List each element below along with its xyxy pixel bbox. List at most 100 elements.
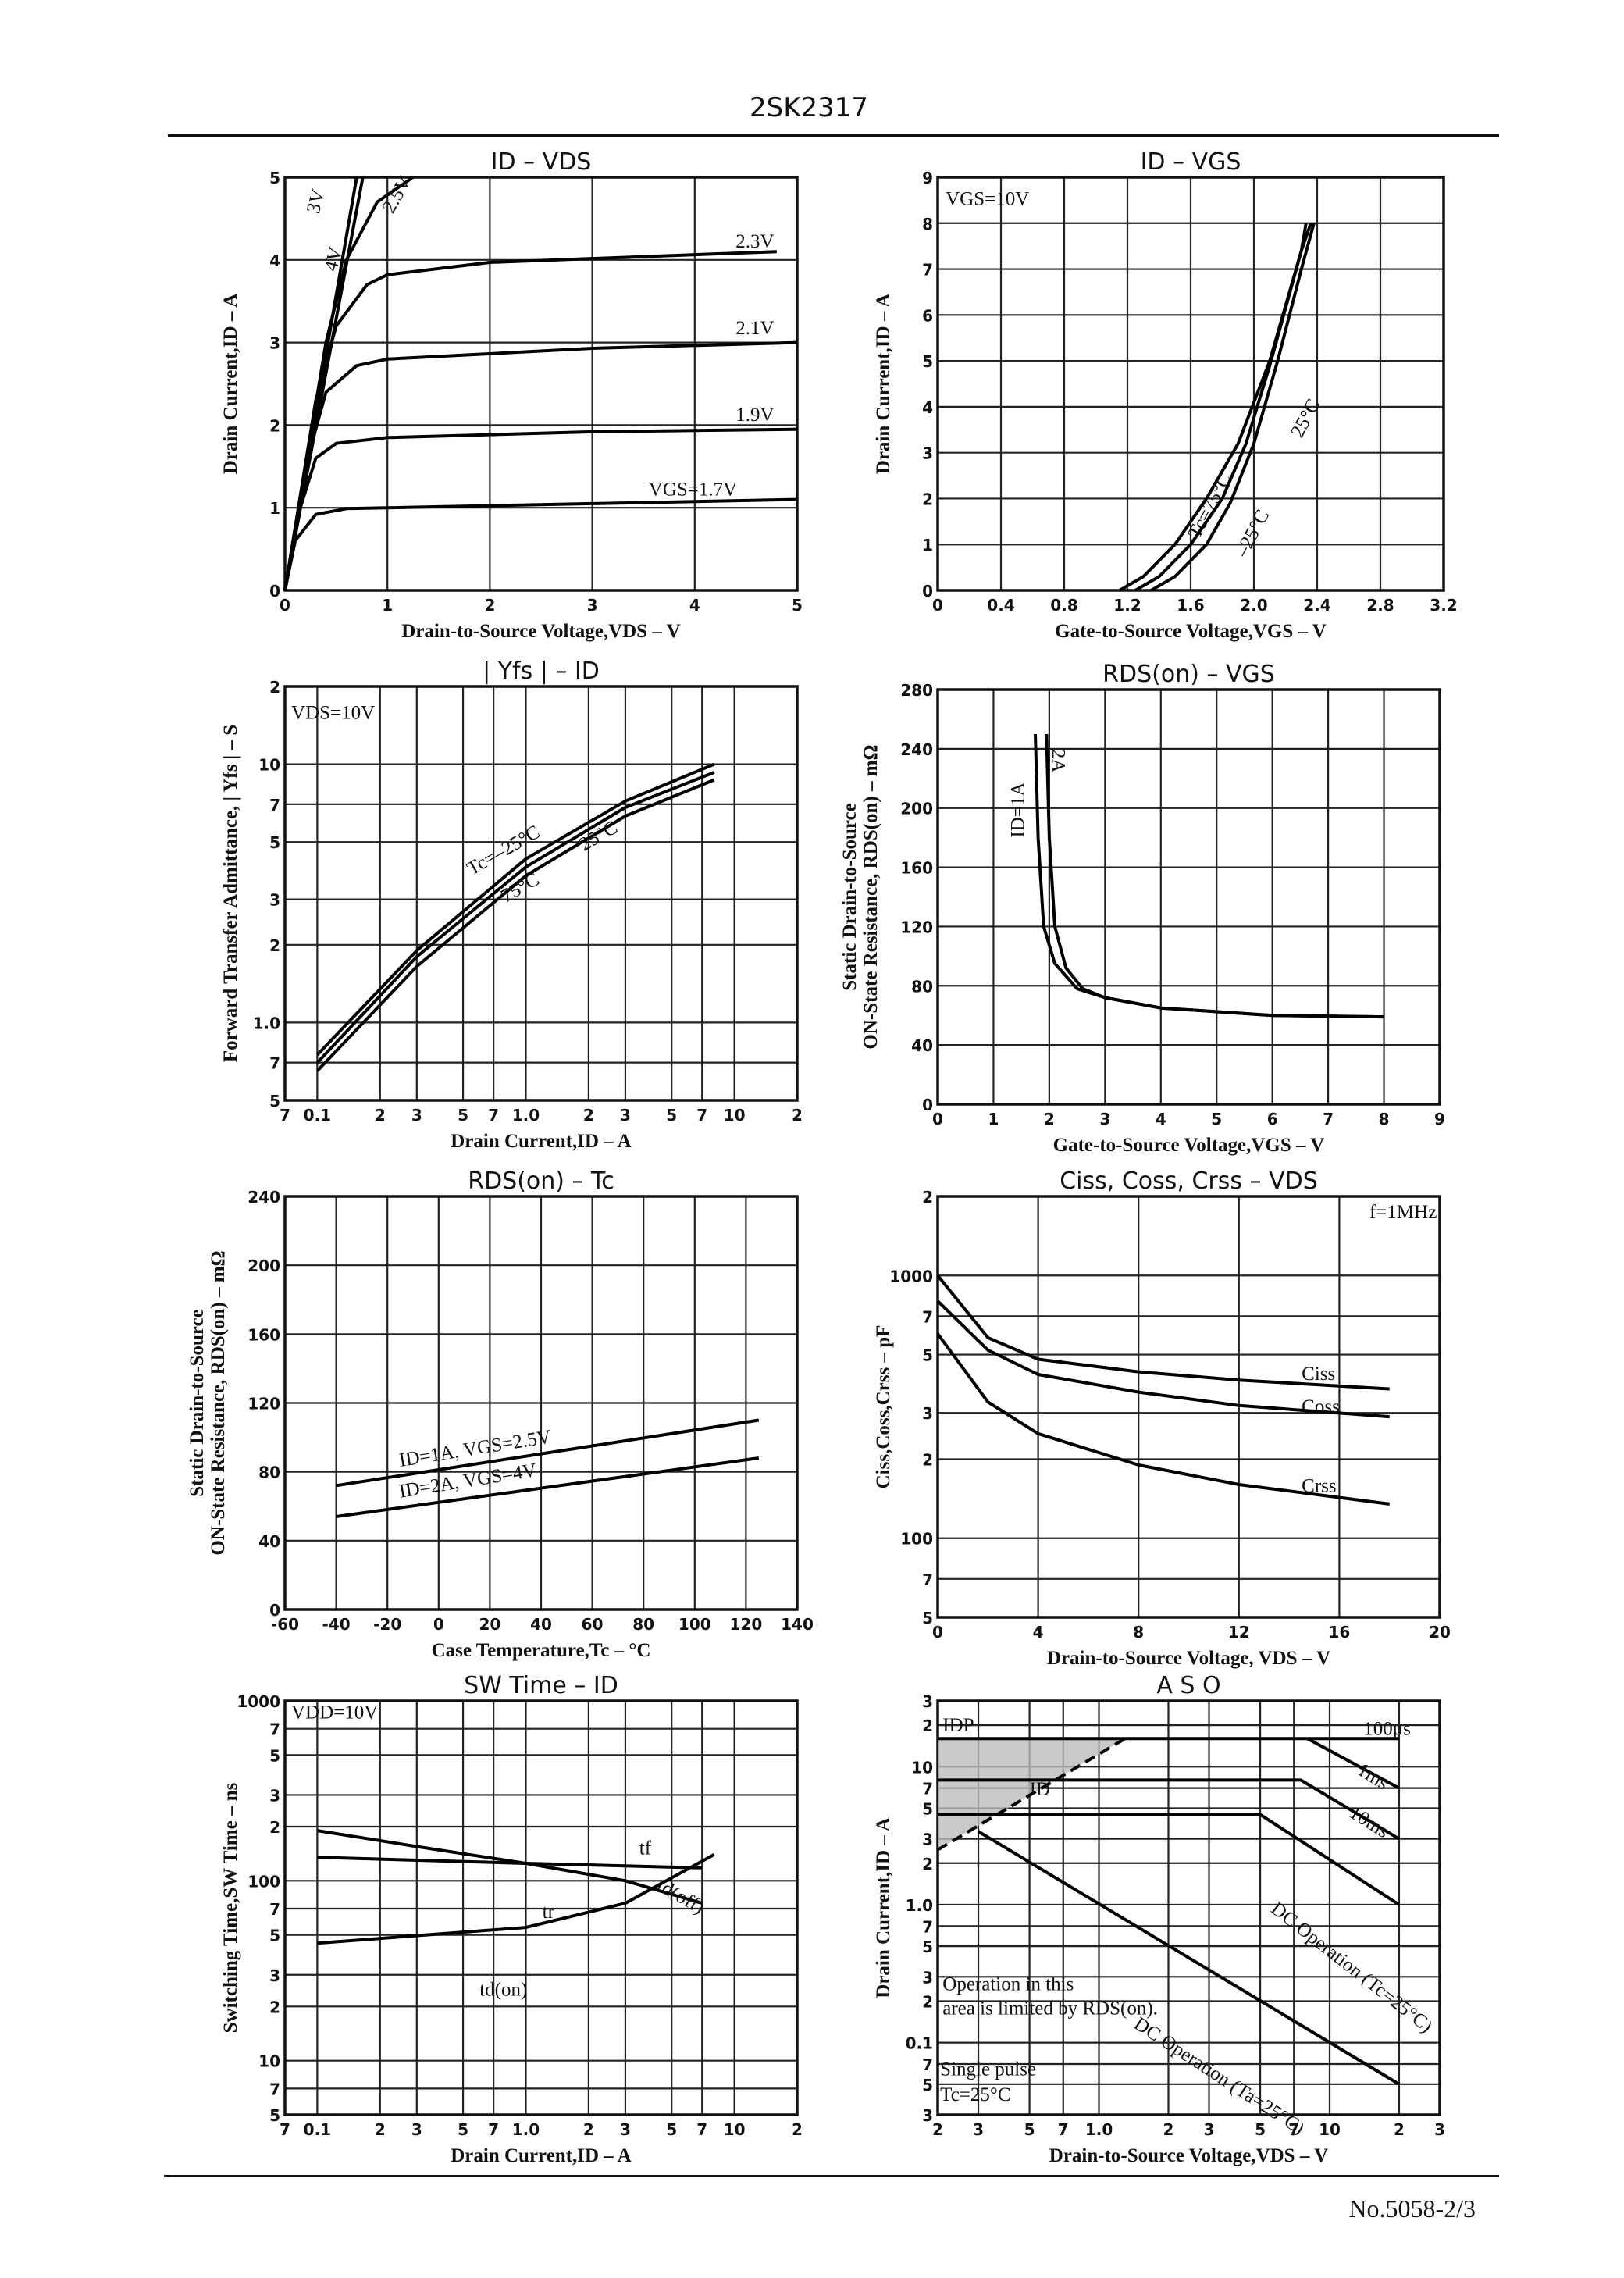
x-axis-label: Drain Current,ID – A bbox=[451, 2145, 631, 2166]
x-tick-label: 3 bbox=[973, 2120, 984, 2139]
series-line bbox=[336, 1418, 760, 1488]
y-axis-label-line2: ON-State Resistance, RDS(on) – mΩ bbox=[208, 1250, 229, 1555]
x-tick-label: 0 bbox=[433, 1615, 444, 1634]
y-tick-label: 1 bbox=[269, 499, 280, 518]
x-tick-label: 3 bbox=[620, 2120, 631, 2139]
y-tick-label: 7 bbox=[922, 2055, 933, 2074]
series-line bbox=[977, 1830, 1401, 2086]
chart-annotation: IDP bbox=[942, 1715, 974, 1736]
y-axis-label: Static Drain-to-Source bbox=[839, 803, 860, 990]
x-tick-label: 100 bbox=[678, 1615, 711, 1634]
plot-frame bbox=[936, 1699, 1441, 2116]
x-tick-label: 0 bbox=[280, 596, 290, 615]
y-tick-label: 0.1 bbox=[906, 2034, 933, 2053]
y-tick-label: 1.0 bbox=[253, 1014, 280, 1032]
y-tick-label: 0 bbox=[922, 1096, 933, 1114]
y-tick-label: 7 bbox=[269, 796, 280, 815]
x-tick-label: 20 bbox=[1429, 1623, 1451, 1642]
y-tick-label: 5 bbox=[269, 1927, 280, 1945]
series-label: tr bbox=[543, 1902, 555, 1923]
series-label: 2.3V bbox=[735, 231, 774, 252]
y-tick-label: 3 bbox=[922, 1692, 933, 1711]
y-tick-label: 2 bbox=[269, 1818, 280, 1837]
x-tick-label: -20 bbox=[373, 1615, 401, 1634]
x-tick-label: 0.4 bbox=[987, 596, 1014, 615]
x-tick-label: 7 bbox=[488, 1106, 499, 1125]
series-line bbox=[283, 340, 798, 591]
chart-title: ID – VGS bbox=[1141, 148, 1241, 176]
series-line bbox=[936, 1737, 1127, 1852]
y-tick-label: 5 bbox=[269, 1746, 280, 1765]
y-tick-label: 1000 bbox=[889, 1267, 933, 1285]
y-tick-label: 3 bbox=[269, 1786, 280, 1805]
y-tick-label: 4 bbox=[922, 398, 933, 417]
x-tick-label: 3 bbox=[587, 596, 598, 615]
y-tick-label: 5 bbox=[922, 1799, 933, 1818]
x-tick-label: 10 bbox=[724, 1106, 746, 1125]
y-tick-label: 5 bbox=[922, 1609, 933, 1627]
y-tick-label: 240 bbox=[900, 740, 933, 759]
y-tick-label: 7 bbox=[269, 2080, 280, 2098]
x-tick-label: 5 bbox=[666, 1106, 677, 1125]
y-tick-label: 0 bbox=[269, 1601, 280, 1620]
y-tick-label: 3 bbox=[922, 2106, 933, 2125]
chart-annotation: VDS=10V bbox=[291, 702, 375, 723]
y-tick-label: 1 bbox=[922, 536, 933, 554]
x-tick-label: 7 bbox=[1288, 2120, 1299, 2139]
x-tick-label: 20 bbox=[479, 1615, 500, 1634]
series-line bbox=[936, 1299, 1390, 1419]
series-line bbox=[1045, 733, 1384, 1019]
y-axis-label: Drain Current,ID – A bbox=[220, 294, 241, 474]
x-tick-label: 4 bbox=[1156, 1110, 1166, 1128]
y-tick-label: 280 bbox=[900, 681, 933, 700]
series-label: 100μs bbox=[1363, 1719, 1411, 1740]
x-tick-label: 3 bbox=[1099, 1110, 1110, 1128]
x-tick-label: 1.6 bbox=[1177, 596, 1204, 615]
x-axis-label: Gate-to-Source Voltage,VGS – V bbox=[1055, 621, 1327, 642]
y-tick-label: 2 bbox=[922, 1188, 933, 1207]
x-tick-label: 5 bbox=[1024, 2120, 1035, 2139]
y-tick-label: 7 bbox=[922, 1570, 933, 1589]
series-label: VGS=1.7V bbox=[649, 479, 737, 500]
y-tick-label: 80 bbox=[258, 1463, 280, 1482]
x-tick-label: 10 bbox=[1319, 2120, 1341, 2139]
x-tick-label: 5 bbox=[1255, 2120, 1266, 2139]
x-tick-label: 7 bbox=[696, 1106, 707, 1125]
x-tick-label: 5 bbox=[458, 1106, 468, 1125]
y-tick-label: 5 bbox=[269, 169, 280, 187]
x-tick-label: 1 bbox=[382, 596, 393, 615]
y-tick-label: 5 bbox=[922, 2076, 933, 2094]
y-axis-label-line2: ON-State Resistance, RDS(on) – mΩ bbox=[860, 744, 881, 1049]
x-tick-label: 2 bbox=[484, 596, 495, 615]
x-tick-label: 0.8 bbox=[1050, 596, 1077, 615]
chart-2: 0 0.4 0.8 1.2 1.6 2.0 2.4 2.8 3.2 0 1 2 3 4 5 6 7 8 9 ID – … bbox=[873, 148, 1458, 642]
x-tick-label: 10 bbox=[724, 2120, 746, 2139]
y-tick-label: 5 bbox=[922, 1938, 933, 1956]
y-tick-label: 2 bbox=[269, 416, 280, 435]
series-label: Crss bbox=[1302, 1475, 1336, 1496]
y-tick-label: 1.0 bbox=[906, 1896, 933, 1915]
y-tick-label: 1000 bbox=[237, 1692, 280, 1711]
y-tick-label: 10 bbox=[911, 1758, 933, 1777]
y-tick-label: 0 bbox=[922, 582, 933, 601]
footer-rule bbox=[164, 2175, 1499, 2177]
x-tick-label: 16 bbox=[1328, 1623, 1350, 1642]
x-tick-label: 2 bbox=[792, 1106, 803, 1125]
y-axis-label: Switching Time,SW Time – ns bbox=[220, 1782, 241, 2033]
chart-title: RDS(on) – Tc bbox=[468, 1168, 614, 1195]
series-label: 2.1V bbox=[735, 318, 774, 339]
series-label: 1.9V bbox=[735, 405, 774, 426]
x-tick-label: 0.1 bbox=[304, 1106, 331, 1125]
y-tick-label: 2 bbox=[922, 1992, 933, 2011]
y-tick-label: 40 bbox=[911, 1036, 933, 1055]
x-tick-label: 7 bbox=[696, 2120, 707, 2139]
x-tick-label: 2 bbox=[932, 2120, 943, 2139]
series-line bbox=[1150, 223, 1316, 592]
x-tick-label: -40 bbox=[322, 1615, 351, 1634]
x-tick-label: 6 bbox=[1267, 1110, 1278, 1128]
x-tick-label: 1.0 bbox=[512, 2120, 540, 2139]
y-tick-label: 80 bbox=[911, 977, 933, 996]
series-line bbox=[315, 778, 715, 1072]
y-tick-label: 2 bbox=[922, 1855, 933, 1873]
